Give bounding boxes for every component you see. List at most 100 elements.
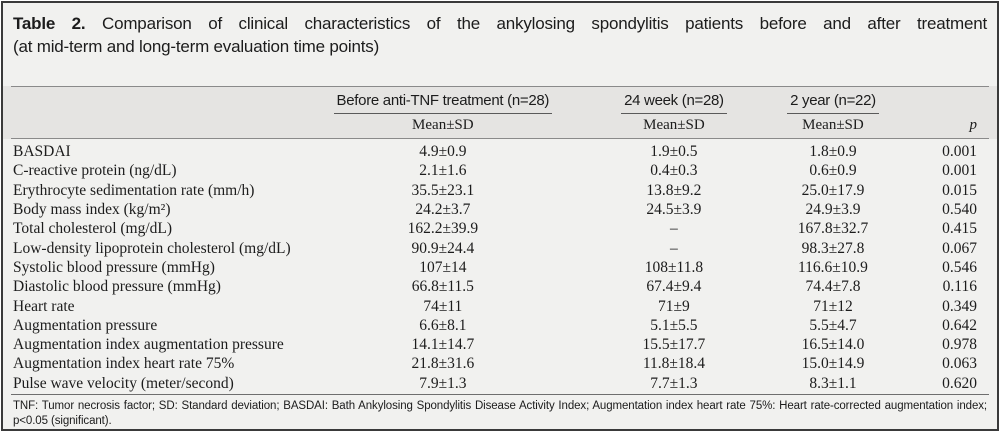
table-row: Erythrocyte sedimentation rate (mm/h) 35… — [3, 181, 997, 200]
table-row: Body mass index (kg/m²) 24.2±3.7 24.5±3.… — [3, 200, 997, 219]
row-label-cell: Total cholesterol (mg/dL) — [13, 220, 173, 238]
caption-line2: (at mid-term and long-term evaluation ti… — [13, 37, 380, 56]
before-value-cell: 6.6±8.1 — [419, 316, 467, 334]
caption-line1: Table 2. Comparison of clinical characte… — [13, 12, 987, 35]
row-label-cell: Low-density lipoprotein cholesterol (mg/… — [13, 239, 291, 257]
p-value-cell: 0.540 — [942, 201, 977, 219]
p-value-cell: 0.415 — [942, 220, 977, 238]
subheader-mean-sd-24week: Mean±SD — [643, 117, 705, 134]
week24-value-cell: 108±11.8 — [644, 258, 704, 276]
table-header-band: Before anti-TNF treatment (n=28) 24 week… — [3, 86, 997, 140]
week24-value-cell: – — [670, 239, 678, 257]
row-label-cell: Augmentation index heart rate 75% — [13, 355, 235, 373]
row-label-cell: Systolic blood pressure (mmHg) — [13, 258, 215, 276]
table-row: Augmentation pressure 6.6±8.1 5.1±5.5 5.… — [3, 316, 997, 335]
year2-value-cell: 15.0±14.9 — [801, 355, 865, 373]
week24-value-cell: 5.1±5.5 — [650, 316, 698, 334]
row-label-cell: Body mass index (kg/m²) — [13, 201, 171, 219]
week24-value-cell: 0.4±0.3 — [650, 162, 698, 180]
row-label-cell: Pulse wave velocity (meter/second) — [13, 374, 234, 392]
before-value-cell: 4.9±0.9 — [419, 143, 467, 161]
week24-value-cell: 13.8±9.2 — [646, 181, 702, 199]
p-value-cell: 0.001 — [942, 143, 977, 161]
table-row: BASDAI 4.9±0.9 1.9±0.5 1.8±0.9 0.001 — [3, 142, 997, 161]
p-value-cell: 0.063 — [942, 355, 977, 373]
table-row: Systolic blood pressure (mmHg) 107±14 10… — [3, 258, 997, 277]
table-row: Diastolic blood pressure (mmHg) 66.8±11.… — [3, 277, 997, 296]
year2-value-cell: 25.0±17.9 — [801, 181, 865, 199]
year2-value-cell: 16.5±14.0 — [801, 336, 865, 354]
p-value-cell: 0.116 — [942, 278, 977, 296]
p-value-cell: 0.015 — [942, 181, 977, 199]
before-value-cell: 2.1±1.6 — [419, 162, 467, 180]
table-row: Pulse wave velocity (meter/second) 7.9±1… — [3, 374, 997, 393]
p-value-cell: 0.620 — [942, 374, 977, 392]
table-row: Augmentation index heart rate 75% 21.8±3… — [3, 354, 997, 373]
table-footnote: TNF: Tumor necrosis factor; SD: Standard… — [13, 400, 987, 427]
row-label-cell: Erythrocyte sedimentation rate (mm/h) — [13, 181, 255, 199]
week24-value-cell: – — [670, 220, 678, 238]
year2-value-cell: 74.4±7.8 — [805, 278, 861, 296]
header-group-2year: 2 year (n=22) — [773, 92, 892, 115]
before-value-cell: 74±11 — [423, 297, 463, 315]
table-row: Heart rate 74±11 71±9 71±12 0.349 — [3, 297, 997, 316]
before-value-cell: 35.5±23.1 — [411, 181, 475, 199]
year2-value-cell: 24.9±3.9 — [805, 201, 861, 219]
p-column-header: p — [969, 117, 977, 134]
subheader-mean-sd-2year: Mean±SD — [802, 117, 864, 134]
year2-value-cell: 98.3±27.8 — [801, 239, 865, 257]
before-value-cell: 24.2±3.7 — [415, 201, 471, 219]
year2-value-cell: 8.3±1.1 — [809, 374, 857, 392]
year2-value-cell: 5.5±4.7 — [809, 316, 857, 334]
header-group-2year-label: 2 year (n=22) — [787, 92, 879, 115]
year2-value-cell: 0.6±0.9 — [809, 162, 857, 180]
p-value-cell: 0.546 — [942, 258, 977, 276]
table-row: C-reactive protein (ng/dL) 2.1±1.6 0.4±0… — [3, 161, 997, 180]
header-group-24week: 24 week (n=28) — [575, 92, 774, 115]
p-value-cell: 0.067 — [942, 239, 977, 257]
before-value-cell: 7.9±1.3 — [419, 374, 467, 392]
before-value-cell: 90.9±24.4 — [411, 239, 475, 257]
week24-value-cell: 1.9±0.5 — [650, 143, 698, 161]
week24-value-cell: 67.4±9.4 — [646, 278, 702, 296]
row-label-cell: Augmentation pressure — [13, 316, 158, 334]
header-group-row: Before anti-TNF treatment (n=28) 24 week… — [3, 92, 997, 115]
row-label-cell: Augmentation index augmentation pressure — [13, 336, 284, 354]
header-sub-row: Mean±SD Mean±SD Mean±SD p — [3, 114, 997, 134]
table-row: Total cholesterol (mg/dL) 162.2±39.9 – 1… — [3, 219, 997, 238]
before-value-cell: 14.1±14.7 — [411, 336, 475, 354]
header-group-24week-label: 24 week (n=28) — [621, 92, 727, 115]
week24-value-cell: 7.7±1.3 — [650, 374, 698, 392]
year2-value-cell: 1.8±0.9 — [809, 143, 857, 161]
footnote-divider — [11, 394, 989, 395]
header-group-before-label: Before anti-TNF treatment (n=28) — [333, 92, 553, 115]
subheader-mean-sd-before: Mean±SD — [412, 117, 474, 134]
week24-value-cell: 71±9 — [658, 297, 690, 315]
header-group-before: Before anti-TNF treatment (n=28) — [311, 92, 574, 115]
p-value-cell: 0.642 — [942, 316, 977, 334]
before-value-cell: 162.2±39.9 — [407, 220, 479, 238]
before-value-cell: 107±14 — [419, 258, 467, 276]
caption-text: Comparison of clinical characteristics o… — [102, 14, 987, 33]
year2-value-cell: 167.8±32.7 — [797, 220, 869, 238]
year2-value-cell: 116.6±10.9 — [797, 258, 868, 276]
table-row: Augmentation index augmentation pressure… — [3, 335, 997, 354]
row-label-cell: Heart rate — [13, 297, 75, 315]
row-label-cell: BASDAI — [13, 143, 71, 161]
row-label-cell: Diastolic blood pressure (mmHg) — [13, 278, 221, 296]
year2-value-cell: 71±12 — [813, 297, 853, 315]
table-body: BASDAI 4.9±0.9 1.9±0.5 1.8±0.9 0.001 C-r… — [3, 139, 997, 393]
week24-value-cell: 24.5±3.9 — [646, 201, 702, 219]
week24-value-cell: 11.8±18.4 — [642, 355, 706, 373]
before-value-cell: 21.8±31.6 — [411, 355, 475, 373]
table-row: Low-density lipoprotein cholesterol (mg/… — [3, 239, 997, 258]
caption-label: Table 2. — [13, 14, 86, 33]
row-label-cell: C-reactive protein (ng/dL) — [13, 162, 177, 180]
before-value-cell: 66.8±11.5 — [411, 278, 474, 296]
p-value-cell: 0.001 — [942, 162, 977, 180]
p-value-cell: 0.978 — [942, 336, 977, 354]
p-value-cell: 0.349 — [942, 297, 977, 315]
week24-value-cell: 15.5±17.7 — [642, 336, 706, 354]
table-caption: Table 2. Comparison of clinical characte… — [3, 3, 997, 86]
